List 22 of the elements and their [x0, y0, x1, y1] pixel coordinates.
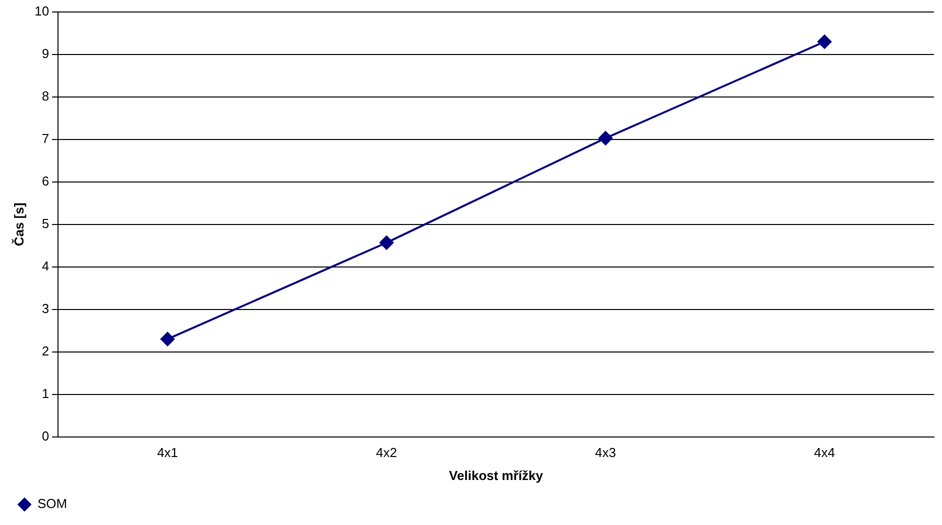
- y-tick-label: 2: [42, 343, 50, 358]
- y-tick-label: 8: [42, 88, 50, 104]
- y-tick-label: 0: [42, 428, 50, 444]
- y-tick-label: 5: [42, 216, 50, 231]
- y-tick-label: 9: [42, 46, 50, 62]
- y-tick-label: 6: [42, 174, 50, 188]
- x-tick-label: 4x4: [814, 445, 835, 460]
- y-tick-label: 1: [42, 386, 50, 401]
- y-tick-label: 4: [42, 258, 50, 274]
- x-tick-label: 4x1: [157, 445, 178, 460]
- x-tick-label: 4x3: [595, 445, 616, 460]
- x-tick-label: 4x2: [376, 445, 398, 460]
- y-tick-label: 3: [42, 300, 50, 316]
- point: [818, 34, 832, 49]
- point: [160, 332, 175, 346]
- y-tick-label: 7: [42, 131, 50, 146]
- point: [598, 131, 613, 146]
- point: [380, 236, 394, 250]
- y-tick-label: 10: [34, 4, 50, 19]
- x-axis-title: Velikost mřížky: [449, 468, 544, 483]
- legend-label: SOM: [38, 496, 68, 512]
- y-axis-title: Čas [s]: [11, 202, 26, 246]
